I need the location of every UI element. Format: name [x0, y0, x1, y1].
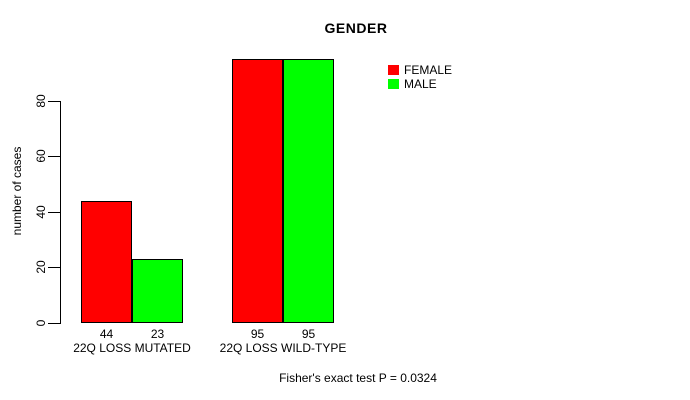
bar-value-label: 44 — [99, 327, 114, 341]
y-tick — [48, 267, 60, 268]
y-axis-line — [60, 101, 61, 324]
legend-label: MALE — [404, 77, 437, 91]
y-tick-label: 60 — [34, 149, 48, 163]
legend-label: FEMALE — [404, 63, 453, 77]
y-tick — [48, 156, 60, 157]
legend-row: MALE — [388, 77, 452, 91]
y-tick — [48, 323, 60, 324]
y-tick-label: 40 — [34, 205, 48, 219]
legend: FEMALE MALE — [388, 63, 452, 91]
legend-swatch-male — [388, 79, 399, 89]
y-tick-label: 0 — [34, 319, 48, 327]
chart-title: GENDER — [324, 20, 388, 36]
annotation-text: Fisher's exact test P = 0.0324 — [279, 371, 437, 385]
legend-swatch-female — [388, 65, 399, 75]
y-tick — [48, 101, 60, 102]
bar-male — [283, 59, 334, 323]
x-category-label: 22Q LOSS MUTATED — [73, 341, 191, 355]
bar-value-label: 23 — [150, 327, 165, 341]
y-tick — [48, 212, 60, 213]
x-category-label: 22Q LOSS WILD-TYPE — [219, 341, 347, 355]
y-tick-label: 80 — [34, 94, 48, 108]
bar-female — [232, 59, 283, 323]
bar-female — [81, 201, 132, 323]
y-tick-label: 20 — [34, 260, 48, 274]
bar-value-label: 95 — [250, 327, 265, 341]
bar-value-label: 95 — [301, 327, 316, 341]
legend-row: FEMALE — [388, 63, 452, 77]
bar-male — [132, 259, 183, 323]
